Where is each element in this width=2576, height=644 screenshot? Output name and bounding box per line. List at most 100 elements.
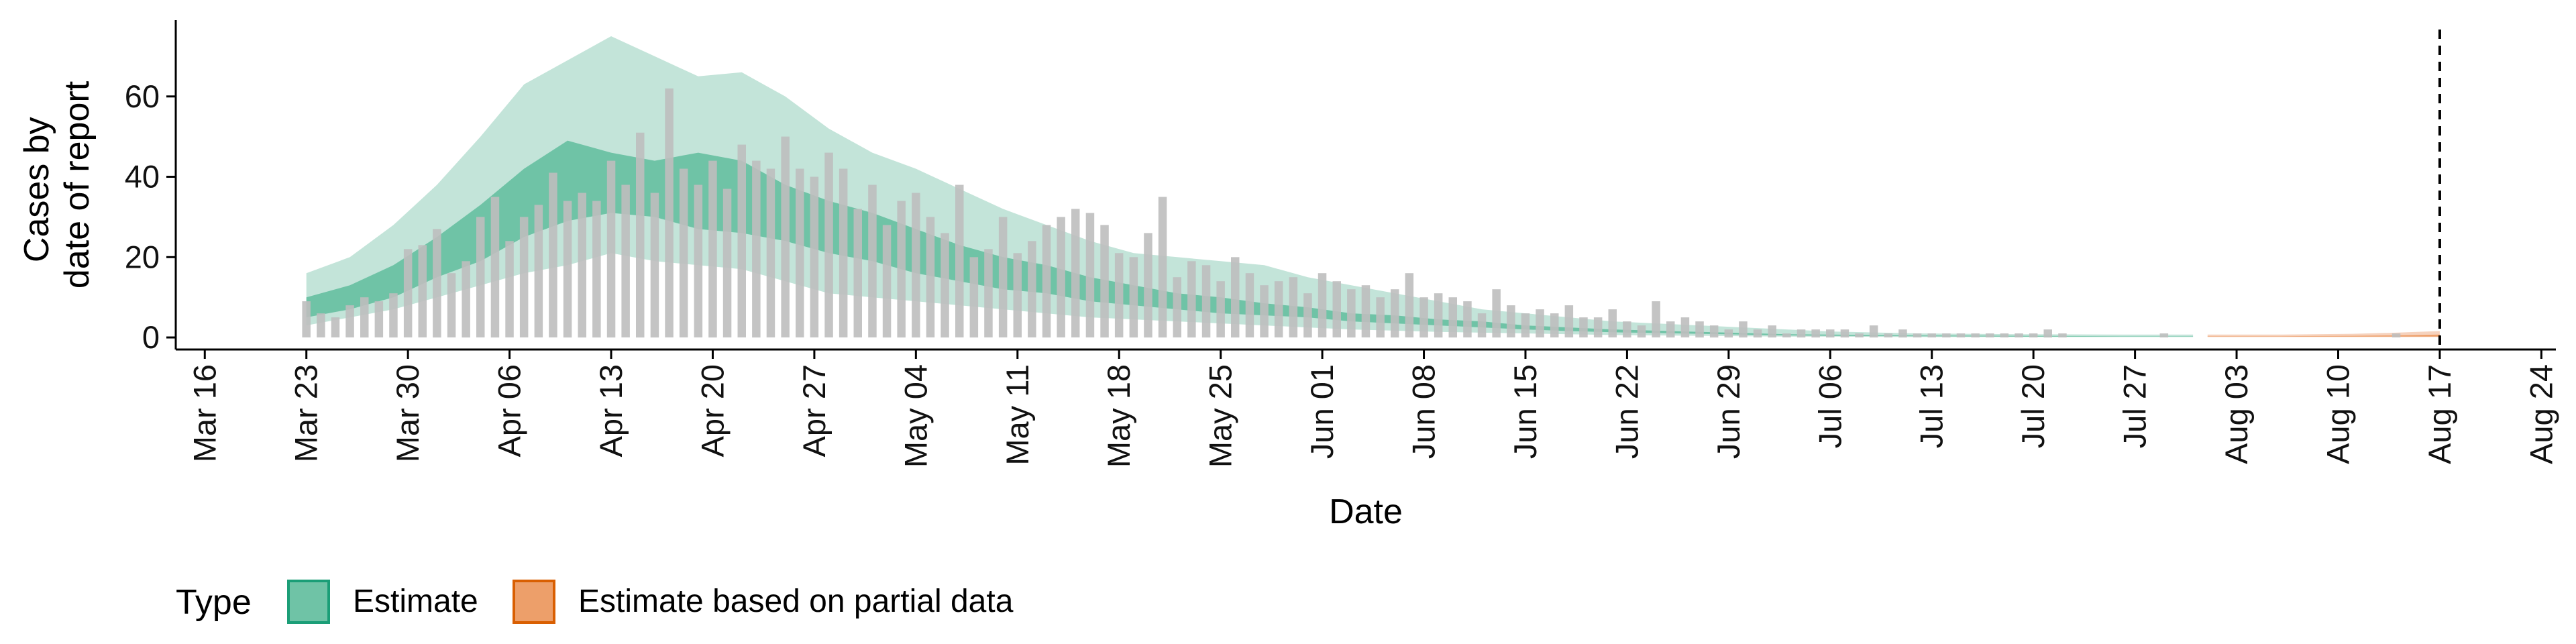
- y-axis-ticks: 0 20 40 60: [125, 78, 176, 355]
- case-bar: [519, 217, 529, 337]
- case-bar: [737, 144, 746, 337]
- case-bar: [490, 197, 500, 338]
- x-tick-label: Apr 20: [695, 364, 731, 457]
- x-tick-label: May 04: [898, 364, 933, 468]
- case-bar: [868, 184, 877, 337]
- x-tick-label: May 18: [1101, 364, 1136, 468]
- case-bar: [1695, 321, 1704, 338]
- x-tick-label: Mar 16: [186, 364, 222, 462]
- case-bar: [1274, 281, 1283, 337]
- x-tick-label: May 25: [1203, 364, 1238, 468]
- x-tick-label: Aug 03: [2218, 364, 2254, 464]
- case-bar: [853, 209, 862, 337]
- x-tick-label: Jul 13: [1914, 364, 1949, 448]
- x-axis-title: Date: [1329, 492, 1403, 531]
- case-bar: [1927, 333, 1936, 337]
- case-bar: [1463, 301, 1472, 337]
- case-bar: [2159, 333, 2169, 337]
- case-bar: [1434, 293, 1443, 338]
- case-bar: [1942, 333, 1951, 337]
- case-bar: [1289, 277, 1298, 337]
- case-bar: [1187, 261, 1196, 338]
- case-bar: [1971, 333, 1980, 337]
- case-bar: [1201, 265, 1211, 338]
- x-tick-label: Apr 06: [492, 364, 527, 457]
- x-tick-label: Aug 17: [2422, 364, 2457, 464]
- case-bar: [1100, 225, 1109, 338]
- case-bar: [1637, 325, 1646, 338]
- case-bar: [1013, 253, 1022, 337]
- estimate-outer-band: [306, 36, 2194, 337]
- x-tick-label: Aug 24: [2523, 364, 2559, 464]
- case-bar: [534, 205, 543, 337]
- case-bar: [998, 217, 1008, 337]
- case-bar: [317, 313, 325, 337]
- reported-case-bars: [302, 88, 2401, 338]
- case-bar: [1768, 325, 1776, 338]
- case-bar: [1245, 273, 1254, 337]
- x-axis-ticks: Mar 16 Mar 23 Mar 30 Apr 06 Apr 13 Apr 20 Apr …: [186, 350, 2559, 468]
- case-bar: [578, 193, 586, 338]
- case-bar: [722, 189, 732, 337]
- case-bar: [374, 301, 384, 337]
- x-tick-label: Jun 01: [1304, 364, 1340, 459]
- case-bar: [2000, 333, 2009, 337]
- y-tick-label: 20: [125, 239, 160, 274]
- case-bar: [708, 160, 717, 338]
- x-tick-label: Jun 08: [1406, 364, 1442, 459]
- y-tick-label: 60: [125, 78, 160, 114]
- case-bar: [650, 193, 659, 338]
- case-bar: [1057, 217, 1065, 337]
- legend-label-estimate: Estimate: [353, 584, 478, 619]
- case-bar: [606, 160, 616, 338]
- case-bar: [1869, 325, 1878, 338]
- case-bar: [969, 257, 979, 338]
- case-bar: [679, 168, 688, 337]
- case-bar: [1521, 313, 1530, 337]
- x-tick-label: Jun 29: [1711, 364, 1746, 459]
- case-bar: [1840, 329, 1849, 338]
- case-bar: [1753, 329, 1762, 338]
- case-bar: [1144, 233, 1152, 338]
- case-bar: [1724, 329, 1733, 338]
- case-bar: [1071, 209, 1080, 337]
- legend-swatch-partial: [513, 580, 555, 624]
- case-bar: [462, 261, 470, 338]
- case-bar: [2043, 329, 2052, 338]
- y-tick-label: 0: [142, 319, 160, 355]
- case-bar: [912, 193, 920, 338]
- estimate-bands: [306, 36, 2440, 337]
- case-bar: [1623, 321, 1631, 338]
- case-bar: [302, 301, 311, 337]
- case-bar: [1260, 285, 1269, 337]
- case-bar: [563, 201, 572, 338]
- case-bar: [766, 168, 775, 337]
- case-bar: [1085, 213, 1095, 337]
- x-tick-label: Jul 06: [1812, 364, 1847, 448]
- case-bar: [1536, 309, 1544, 337]
- legend-title: Type: [176, 583, 252, 622]
- x-tick-label: May 11: [1000, 364, 1035, 466]
- y-tick-label: 40: [125, 159, 160, 195]
- case-bar: [1173, 277, 1181, 337]
- case-bar: [882, 225, 892, 338]
- x-tick-label: Apr 27: [796, 364, 832, 457]
- x-tick-label: Mar 30: [390, 364, 425, 462]
- case-bar: [549, 172, 557, 337]
- case-bar: [1593, 317, 1603, 337]
- estimate-inner-band: [306, 140, 2194, 337]
- case-bar: [1042, 225, 1051, 338]
- legend-swatch-estimate: [287, 580, 330, 624]
- partial-inner-band: [2207, 334, 2440, 337]
- case-bar: [1332, 281, 1341, 337]
- case-bar: [1114, 253, 1124, 337]
- case-bar: [1913, 333, 1922, 337]
- case-bar: [360, 297, 369, 338]
- case-bar: [1129, 257, 1138, 338]
- case-bar: [824, 152, 833, 337]
- case-bar: [926, 217, 935, 337]
- case-bar: [1419, 297, 1428, 338]
- case-bar: [476, 217, 485, 337]
- case-bar: [955, 184, 964, 337]
